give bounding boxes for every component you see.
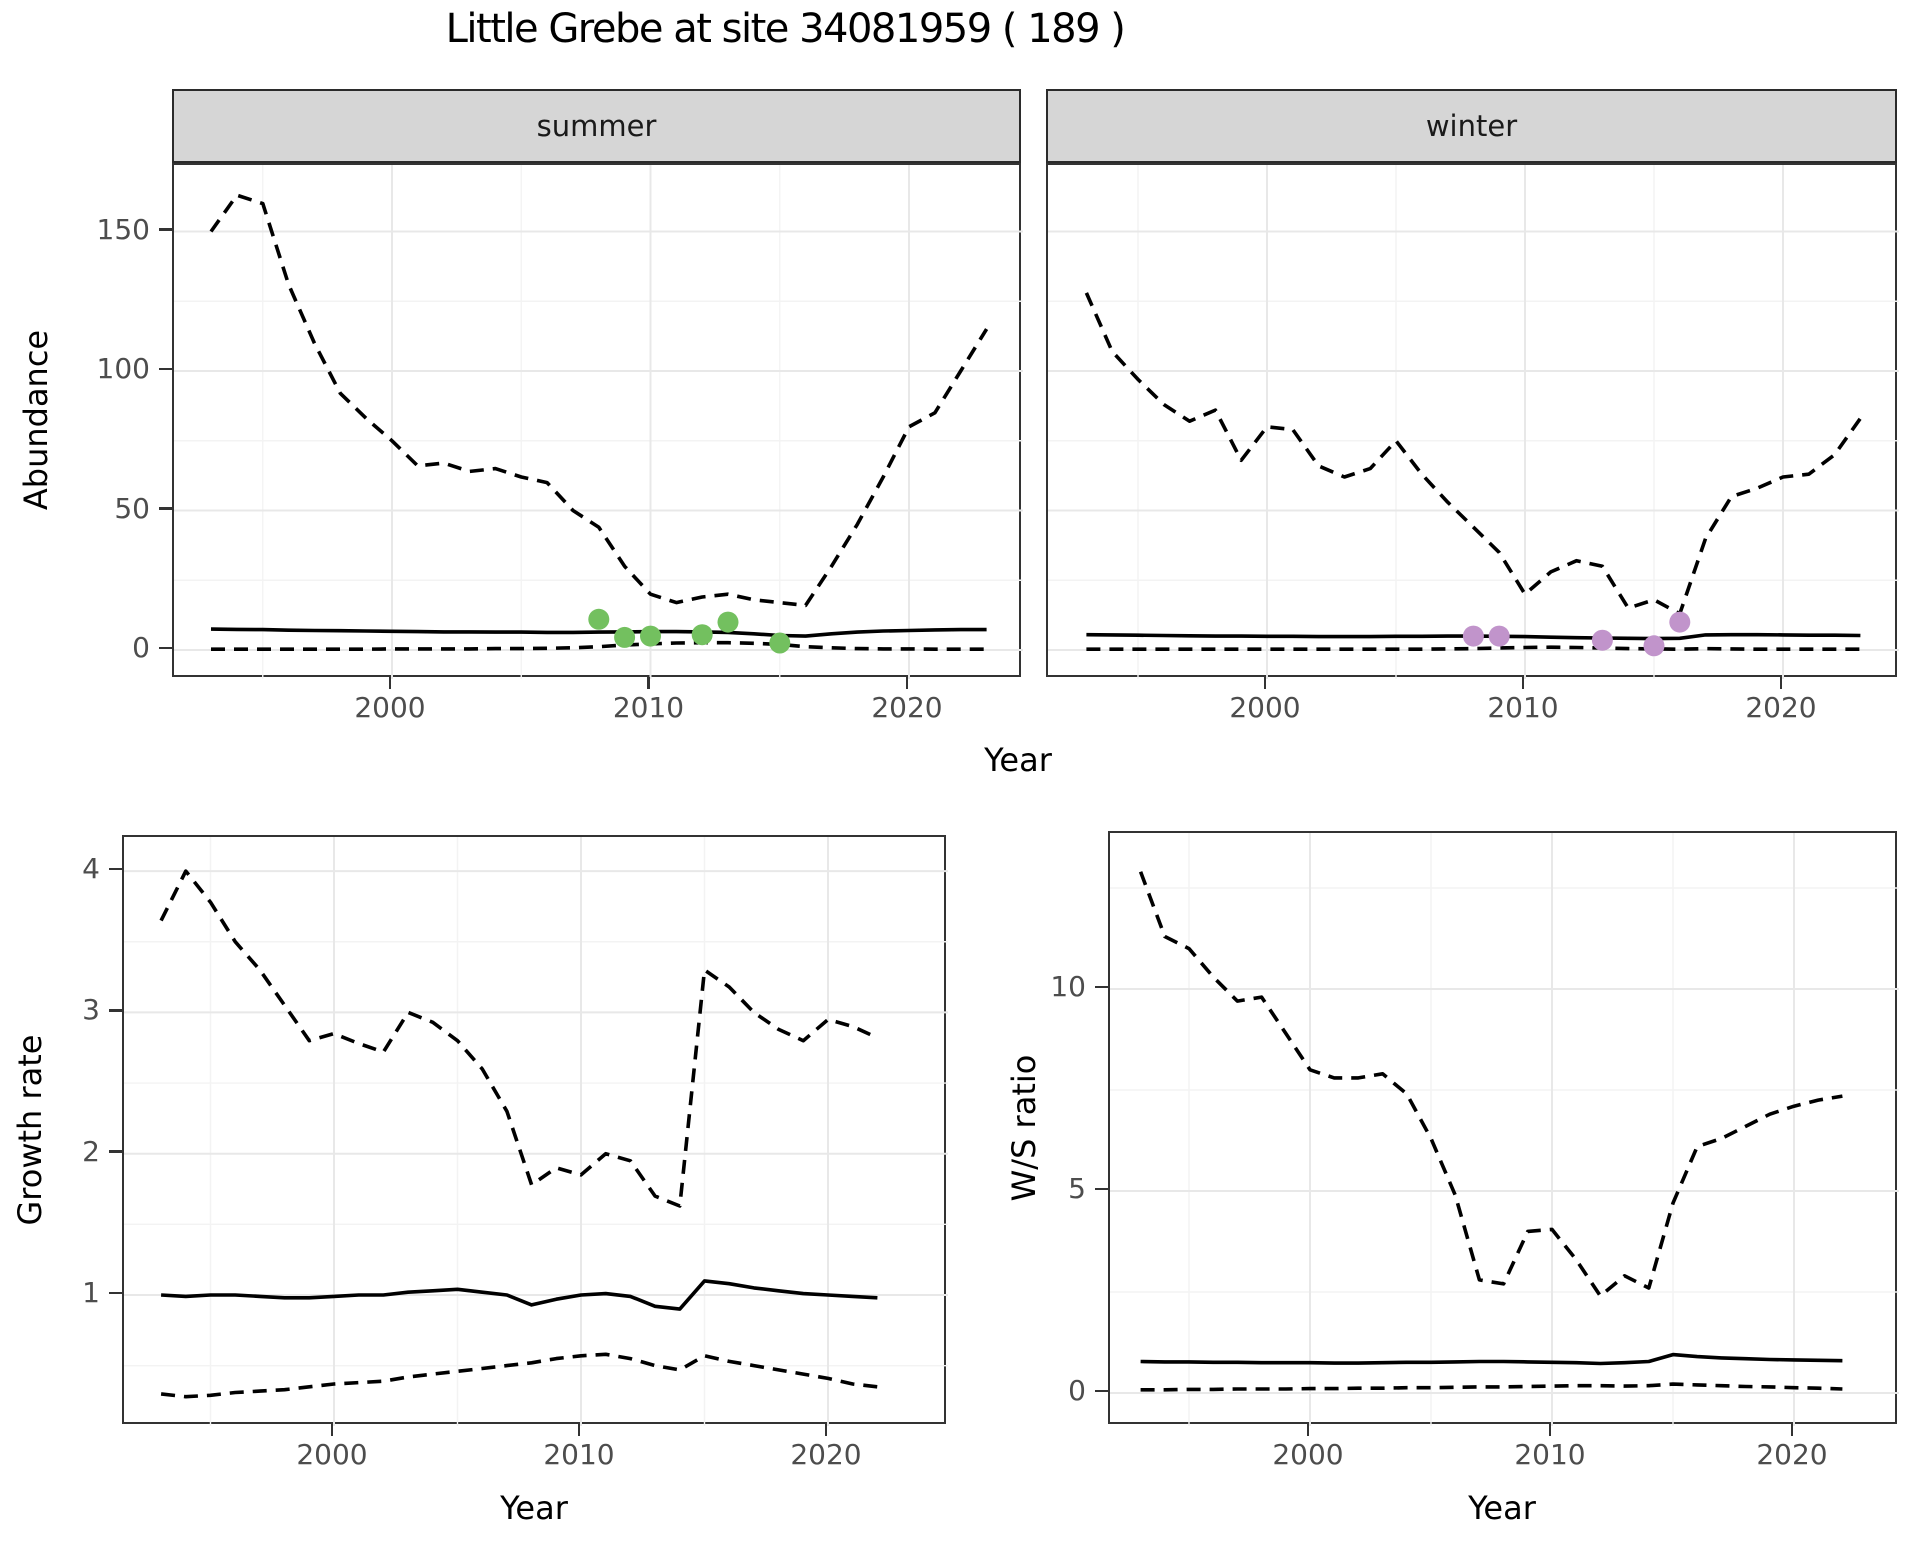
y-tick-label: 0 xyxy=(1068,1374,1086,1407)
y-tick-mark xyxy=(159,228,172,231)
x-tick-label: 2020 xyxy=(1756,1438,1828,1471)
observed-point xyxy=(717,611,739,633)
observed-point xyxy=(1643,635,1665,657)
x-tick-mark xyxy=(577,1424,581,1436)
y-tick-label: 3 xyxy=(82,993,100,1027)
x-tick-label: 2000 xyxy=(354,691,426,724)
series-median xyxy=(160,1279,878,1311)
series-upper_ci xyxy=(209,193,989,608)
series-lower_ci xyxy=(1140,1382,1843,1392)
plot-title: Little Grebe at site 34081959 ( 189 ) xyxy=(445,6,1126,52)
x-tick-label: 2010 xyxy=(543,1438,615,1471)
x-tick-mark xyxy=(824,1424,828,1436)
x-tick-mark xyxy=(1263,677,1267,689)
y-tick-label: 100 xyxy=(96,352,150,385)
y-tick-mark xyxy=(109,1150,122,1153)
observed-point xyxy=(1669,611,1691,633)
panel-growth-rate xyxy=(122,835,948,1426)
y-tick-label: 5 xyxy=(1068,1172,1086,1205)
y-tick-mark xyxy=(109,1009,122,1012)
x-tick-label: 2000 xyxy=(1272,1438,1344,1471)
abundance-axis-title: Abundance xyxy=(17,329,55,511)
x-tick-label: 2020 xyxy=(1745,691,1817,724)
y-tick-label: 50 xyxy=(114,491,150,525)
series-upper_ci xyxy=(1138,871,1843,1298)
x-tick-mark xyxy=(1790,1424,1794,1436)
series-lower_ci xyxy=(160,1352,878,1399)
x-tick-mark xyxy=(388,677,392,689)
series-lower_ci xyxy=(211,640,987,652)
facet-strip-winter: winter xyxy=(1046,89,1897,163)
observed-point xyxy=(1591,629,1613,651)
series-upper_ci xyxy=(159,869,879,1208)
x-tick-mark xyxy=(1548,1424,1552,1436)
y-tick-mark xyxy=(109,1291,122,1295)
y-tick-mark xyxy=(159,507,172,510)
observed-point xyxy=(640,625,661,647)
y-tick-mark xyxy=(159,646,172,650)
series-median xyxy=(210,627,987,638)
y-tick-mark xyxy=(1095,985,1108,989)
y-tick-label: 4 xyxy=(82,852,100,886)
x-tick-label: 2010 xyxy=(1514,1438,1586,1471)
observed-point xyxy=(614,626,636,648)
top-x-axis-title: Year xyxy=(984,741,1052,779)
y-tick-mark xyxy=(1095,1187,1108,1191)
x-tick-mark xyxy=(1521,677,1525,689)
panel-abundance-summer xyxy=(172,163,1023,679)
observed-point xyxy=(769,632,791,654)
y-tick-label: 0 xyxy=(132,631,150,664)
observed-point xyxy=(691,624,713,646)
x-tick-label: 2000 xyxy=(1229,691,1301,724)
y-tick-label: 2 xyxy=(82,1134,100,1168)
observed-point xyxy=(588,608,610,630)
observed-point xyxy=(1488,625,1510,647)
x-tick-label: 2020 xyxy=(790,1438,862,1471)
facet-strip-summer: summer xyxy=(172,89,1021,163)
x-tick-mark xyxy=(1779,677,1783,689)
x-tick-label: 2010 xyxy=(1487,691,1559,724)
observed-point xyxy=(1462,625,1484,647)
x-tick-mark xyxy=(905,677,909,689)
facet-label-summer: summer xyxy=(536,109,657,143)
facet-label-winter: winter xyxy=(1425,109,1518,143)
y-tick-label: 1 xyxy=(82,1276,100,1309)
series-upper_ci xyxy=(1084,292,1862,616)
y-tick-mark xyxy=(1095,1389,1108,1393)
y-tick-label: 10 xyxy=(1050,970,1086,1003)
panel-ws-ratio xyxy=(1108,831,1899,1426)
x-tick-mark xyxy=(1306,1424,1310,1436)
series-lower_ci xyxy=(1086,645,1861,652)
x-tick-label: 2000 xyxy=(296,1438,368,1471)
x-tick-mark xyxy=(647,677,650,689)
ws-x-axis-title: Year xyxy=(1468,1489,1536,1527)
growth-rate-axis-title: Growth rate xyxy=(11,1034,49,1226)
y-tick-label: 150 xyxy=(96,212,150,246)
y-tick-mark xyxy=(159,367,172,371)
x-tick-label: 2010 xyxy=(612,691,685,724)
y-tick-mark xyxy=(109,867,122,871)
growth-x-axis-title: Year xyxy=(500,1489,568,1527)
x-tick-mark xyxy=(330,1424,334,1436)
panel-abundance-winter xyxy=(1046,163,1899,679)
x-tick-label: 2020 xyxy=(871,691,943,724)
series-median xyxy=(1140,1352,1843,1366)
